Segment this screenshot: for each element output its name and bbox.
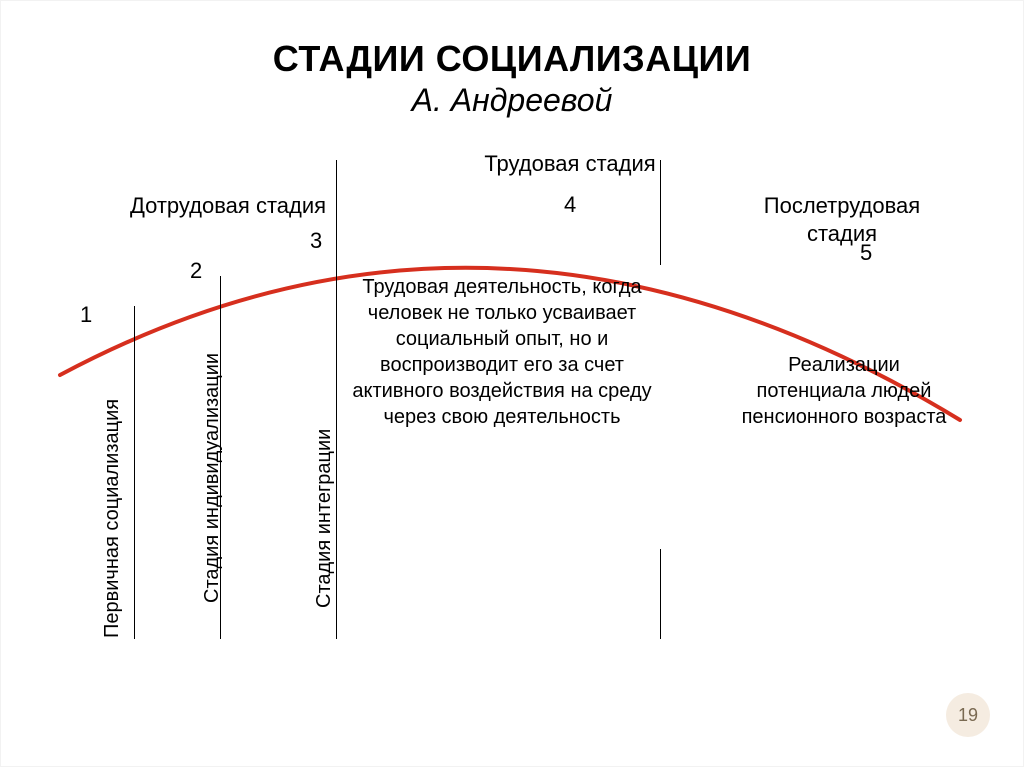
divider-line: [660, 549, 661, 639]
stage-number-1: 1: [80, 302, 92, 328]
divider-line: [134, 306, 135, 639]
vertical-label-primary: Первичная социализация: [100, 396, 125, 640]
vertical-label-individualization: Стадия индивидуализации: [200, 316, 225, 640]
page-number-badge: 19: [946, 693, 990, 737]
stage-label-pre-labor: Дотрудовая стадия: [128, 192, 328, 220]
stage-number-5: 5: [860, 240, 872, 266]
description-labor: Трудовая деятельность, когда человек не …: [352, 274, 652, 430]
stage-number-3: 3: [310, 228, 322, 254]
vertical-label-integration: Стадия интеграции: [312, 396, 337, 640]
stage-label-post-labor: Послетрудовая стадия: [732, 192, 952, 247]
description-post-labor: Реализации потенциала людей пенсионного …: [732, 352, 956, 430]
stage-number-4: 4: [564, 192, 576, 218]
stage-label-labor: Трудовая стадия: [430, 150, 710, 178]
stage-number-2: 2: [190, 258, 202, 284]
slide: СТАДИИ СОЦИАЛИЗАЦИИ А. Андреевой Дотрудо…: [0, 0, 1024, 767]
